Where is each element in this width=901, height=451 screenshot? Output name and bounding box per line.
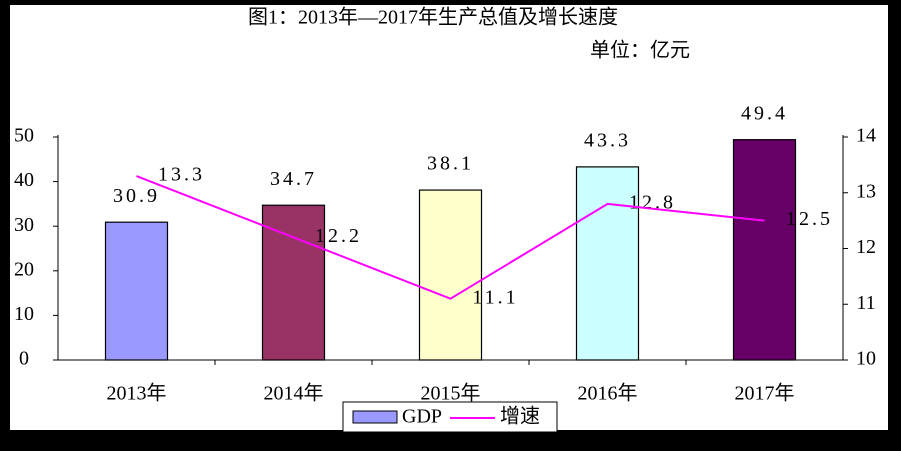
bar (732, 139, 797, 361)
bar (575, 166, 640, 361)
data-label: 38.1 (427, 153, 474, 175)
legend-label: 增速 (500, 405, 540, 428)
y-tick-label: 0 (19, 348, 29, 370)
data-label: 11.1 (472, 286, 518, 308)
data-label: 43.3 (584, 129, 631, 151)
bar (261, 204, 326, 361)
data-label: 12.5 (786, 208, 833, 230)
line (136, 175, 765, 300)
y-tick-label: 30 (14, 214, 34, 236)
legend-swatch (352, 410, 398, 424)
x-tick-label: 2015年 (421, 382, 481, 405)
data-label: 12.2 (315, 225, 362, 247)
x-tick-label: 2017年 (735, 382, 795, 405)
chart-title: 图1：2013年—2017年生产总值及增长速度 (248, 6, 618, 29)
data-label: 34.7 (270, 168, 317, 190)
x-tick-label: 2016年 (578, 382, 638, 405)
y2-tick-label: 14 (856, 125, 876, 147)
y2-tick-label: 10 (856, 348, 876, 370)
data-label: 13.3 (158, 164, 205, 186)
y-tick-label: 10 (14, 303, 34, 325)
y2-tick-label: 13 (856, 180, 876, 202)
legend-label: GDP (402, 406, 442, 428)
data-label: 30.9 (113, 185, 160, 207)
bar (418, 189, 483, 361)
y2-tick-label: 11 (856, 292, 875, 314)
y2-tick-label: 12 (856, 236, 876, 258)
x-tick-label: 2013年 (107, 382, 167, 405)
chart-subtitle: 单位：亿元 (590, 39, 690, 62)
y-tick-label: 50 (14, 125, 34, 147)
y-tick-label: 40 (14, 169, 34, 191)
y-tick-label: 20 (14, 258, 34, 280)
bar (104, 221, 169, 361)
data-label: 49.4 (741, 102, 788, 124)
x-tick-label: 2014年 (264, 382, 324, 405)
